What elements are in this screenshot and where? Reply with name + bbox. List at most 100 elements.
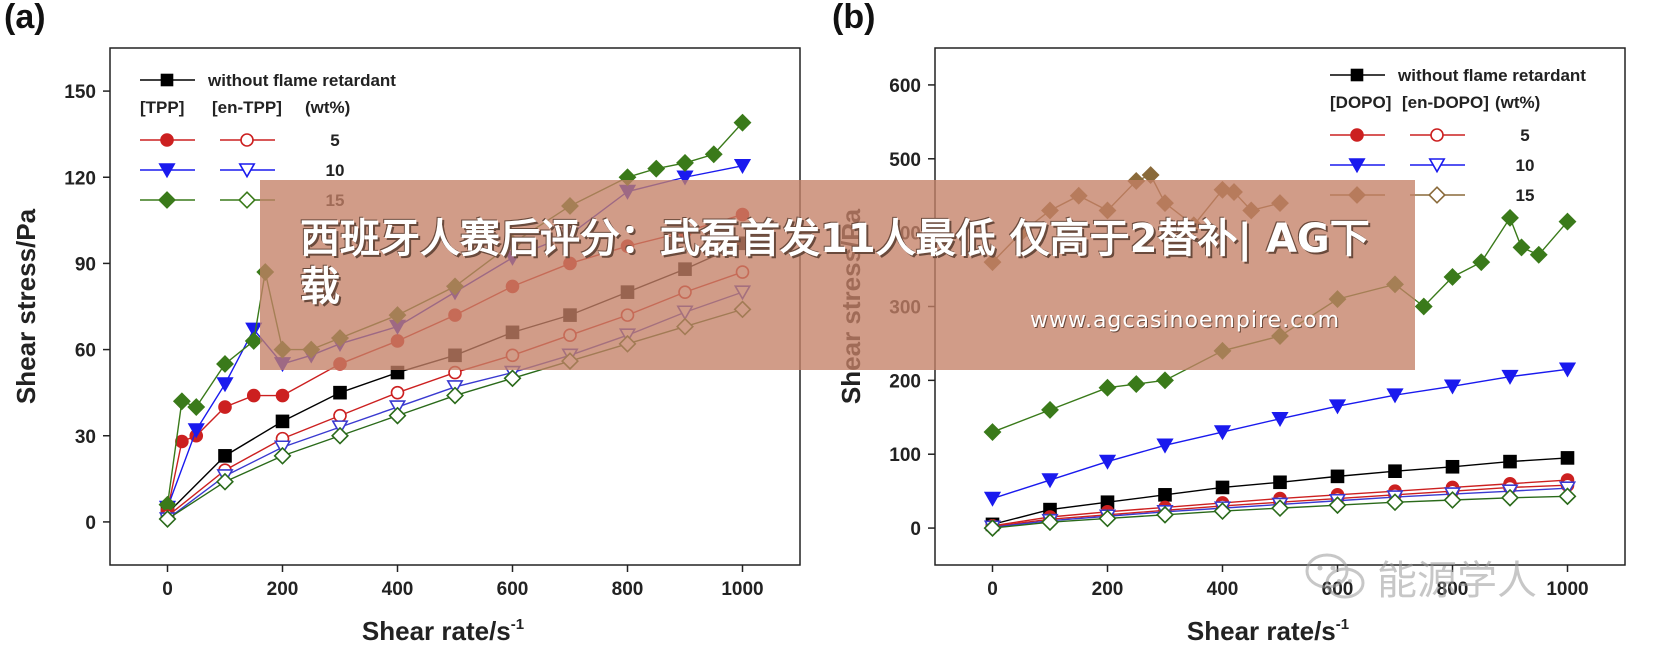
watermark-text: 能源学人 <box>1377 558 1537 604</box>
p2-data-point <box>1472 253 1491 272</box>
p2-data-point <box>1386 493 1404 512</box>
overlay-title: 西班牙人赛后评分：武磊首发11人最低 仅高于2替补| AG下载 <box>300 216 1370 310</box>
p2-data-point <box>1328 399 1347 415</box>
p1-legend-col-c: (wt%) <box>305 98 350 117</box>
p2-data-point <box>1501 369 1519 385</box>
p1-data-point <box>244 332 263 350</box>
p1-data-point <box>733 113 752 132</box>
p2-x-tick-label: 200 <box>1092 579 1124 600</box>
p2-data-point <box>1156 371 1174 390</box>
p2-data-point <box>1158 488 1172 502</box>
p1-data-point <box>331 426 349 445</box>
p1-x-tick-label: 200 <box>267 579 299 600</box>
p2-data-point <box>1445 459 1460 474</box>
p1-y-tick-label: 90 <box>75 254 96 275</box>
p2-data-point <box>1512 238 1531 257</box>
p2-y-tick-label: 200 <box>889 371 921 392</box>
p2-x-tick-label: 1000 <box>1546 579 1588 600</box>
p1-data-point <box>390 385 405 400</box>
p2-data-point <box>1041 400 1059 419</box>
p1-legend-ref-marker <box>160 73 174 87</box>
p2-legend-marker-open <box>1430 128 1444 142</box>
p1-data-point <box>218 449 232 463</box>
p2-data-point <box>983 423 1002 441</box>
p2-y-tick-label: 0 <box>910 519 921 540</box>
p2-data-point <box>1558 362 1577 378</box>
p2-data-point <box>1127 375 1146 393</box>
p1-data-point <box>388 406 407 425</box>
p1-data-point <box>216 377 234 393</box>
watermark: 能源学人 <box>1305 548 1537 606</box>
p2-legend-row-label: 5 <box>1520 126 1529 145</box>
p2-data-point <box>1443 268 1462 286</box>
p1-data-point <box>175 434 189 449</box>
p2-data-point <box>1558 212 1577 231</box>
p1-data-point <box>245 322 263 338</box>
p2-legend-row-label: 15 <box>1516 186 1535 205</box>
p1-x-tick-label: 800 <box>612 579 644 600</box>
p2-data-point <box>1156 438 1174 454</box>
p1-data-point <box>216 355 234 373</box>
p1-data-point <box>733 158 752 174</box>
p1-legend-marker-filled <box>160 133 174 147</box>
p1-y-tick-label: 60 <box>75 341 96 362</box>
p2-legend-ref-label: without flame retardant <box>1397 66 1586 85</box>
p2-data-point <box>1501 208 1519 227</box>
p2-y-tick-label: 600 <box>889 76 921 97</box>
p2-data-point <box>1330 469 1345 484</box>
p2-data-point <box>1215 480 1230 495</box>
p1-x-tick-label: 1000 <box>721 579 763 600</box>
p2-data-point <box>1443 379 1462 395</box>
p1-legend-marker-open <box>238 191 256 209</box>
p1-data-point <box>333 385 347 400</box>
p2-data-point <box>1388 464 1402 479</box>
p2-data-point <box>1041 513 1059 532</box>
p1-y-tick-label: 30 <box>75 427 96 448</box>
p1-x-tick-label: 600 <box>497 579 529 600</box>
p2-data-point <box>1273 475 1287 490</box>
p1-data-point <box>187 423 205 439</box>
p2-data-point <box>1156 505 1174 524</box>
p2-data-point <box>1503 454 1517 469</box>
p1-legend-marker-filled <box>158 191 176 209</box>
p2-legend-marker-filled <box>1348 158 1366 174</box>
p2-data-point <box>1098 378 1117 397</box>
p1-legend-col-a: [TPP] <box>140 98 184 117</box>
p1-data-point <box>676 153 694 172</box>
p2-y-tick-label: 500 <box>889 150 921 171</box>
p2-data-point <box>1271 411 1289 427</box>
p2-data-point <box>1213 502 1232 521</box>
p2-x-tick-label: 800 <box>1437 579 1469 600</box>
p2-x-tick-label: 0 <box>987 579 998 600</box>
overlay-url: www.agcasinoempire.com <box>1030 308 1341 333</box>
overlay-banner <box>260 180 1415 370</box>
p1-y-axis-label: Shear stress/Pa <box>11 208 41 404</box>
p2-data-point <box>983 491 1002 507</box>
p1-data-point <box>275 414 290 429</box>
p1-data-point <box>246 388 261 403</box>
p1-data-point <box>187 398 206 416</box>
p2-legend-col-c: (wt%) <box>1495 93 1540 112</box>
p1-data-point <box>446 386 464 405</box>
p1-x-axis-label-sup: -1 <box>511 616 524 633</box>
p1-data-point <box>172 392 191 411</box>
p1-x-tick-label: 0 <box>162 579 173 600</box>
p1-y-tick-label: 120 <box>64 168 96 189</box>
p1-data-point <box>503 369 522 388</box>
p1-legend-col-b: [en-TPP] <box>212 98 282 117</box>
p2-legend-row-label: 10 <box>1516 156 1535 175</box>
p1-y-tick-label: 0 <box>85 513 96 534</box>
p2-legend-marker-open <box>1428 186 1446 204</box>
p2-legend-col-a: [DOPO] <box>1330 93 1391 112</box>
p2-data-point <box>1414 297 1433 316</box>
p2-data-point <box>1501 488 1519 507</box>
p2-data-point <box>1041 473 1059 489</box>
p1-data-point <box>158 510 177 528</box>
p1-legend-row-label: 5 <box>330 131 339 150</box>
p2-legend-col-b: [en-DOPO] <box>1402 93 1489 112</box>
p2-data-point <box>1529 245 1548 264</box>
p2-data-point <box>1560 451 1575 465</box>
p1-data-point <box>216 472 234 491</box>
p2-legend-marker-open <box>1428 158 1446 174</box>
p1-legend-marker-open <box>238 163 256 179</box>
